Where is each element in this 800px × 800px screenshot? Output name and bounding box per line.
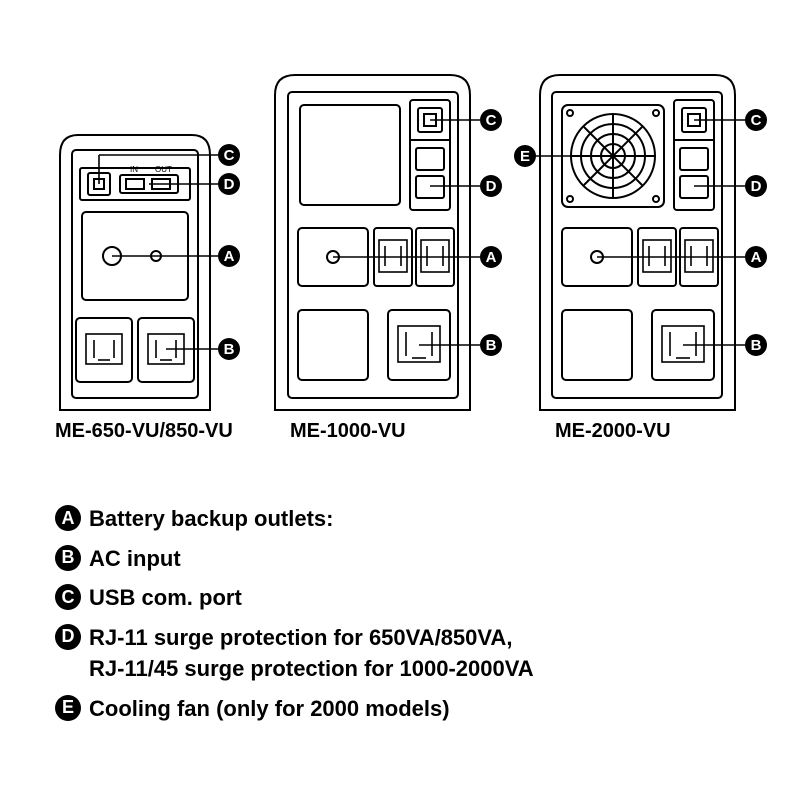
svg-text:OUT: OUT [155, 165, 172, 174]
legend: A Battery backup outlets: B AC input C U… [55, 505, 534, 734]
callout-u2-D: D [480, 175, 502, 197]
legend-bullet-E: E [55, 695, 81, 721]
legend-row-D: D RJ-11 surge protection for 650VA/850VA… [55, 624, 534, 652]
legend-text-A: Battery backup outlets: [89, 505, 334, 533]
legend-bullet-D: D [55, 624, 81, 650]
callout-u3-D: D [745, 175, 767, 197]
callout-u1-B: B [218, 338, 240, 360]
legend-text-D1: RJ-11 surge protection for 650VA/850VA, [89, 624, 512, 652]
legend-row-A: A Battery backup outlets: [55, 505, 534, 533]
legend-row-C: C USB com. port [55, 584, 534, 612]
callout-u1-C: C [218, 144, 240, 166]
legend-text-D2: RJ-11/45 surge protection for 1000-2000V… [89, 655, 534, 683]
legend-row-B: B AC input [55, 545, 534, 573]
legend-text-B: AC input [89, 545, 181, 573]
callout-u3-B: B [745, 334, 767, 356]
callout-u1-A: A [218, 245, 240, 267]
callout-u2-C: C [480, 109, 502, 131]
callout-u3-C: C [745, 109, 767, 131]
callout-u3-A: A [745, 246, 767, 268]
callout-u3-E: E [514, 145, 536, 167]
svg-text:IN: IN [130, 165, 138, 174]
legend-row-D2: RJ-11/45 surge protection for 1000-2000V… [55, 655, 534, 683]
legend-row-E: E Cooling fan (only for 2000 models) [55, 695, 534, 723]
legend-bullet-B: B [55, 545, 81, 571]
legend-text-C: USB com. port [89, 584, 242, 612]
model-label-1: ME-650-VU/850-VU [55, 420, 233, 443]
callout-u2-A: A [480, 246, 502, 268]
legend-text-E: Cooling fan (only for 2000 models) [89, 695, 450, 723]
legend-bullet-A: A [55, 505, 81, 531]
callout-u2-B: B [480, 334, 502, 356]
legend-bullet-C: C [55, 584, 81, 610]
callout-u1-D: D [218, 173, 240, 195]
diagram-canvas: IN OUT [0, 0, 800, 800]
model-label-2: ME-1000-VU [290, 420, 406, 443]
model-label-3: ME-2000-VU [555, 420, 671, 443]
